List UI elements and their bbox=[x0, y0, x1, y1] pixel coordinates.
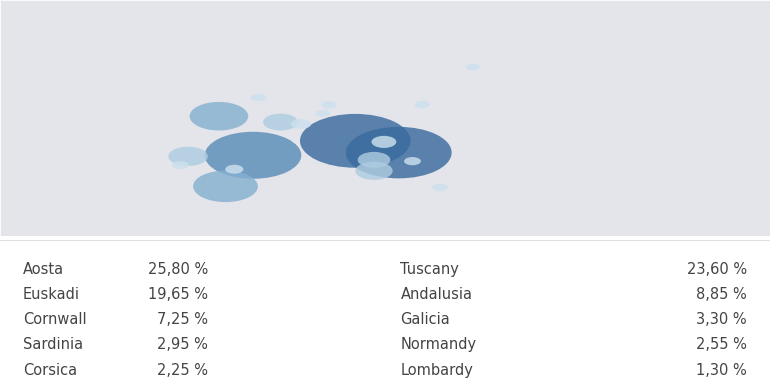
Circle shape bbox=[466, 63, 480, 70]
Circle shape bbox=[263, 114, 298, 131]
Text: 2,95 %: 2,95 % bbox=[157, 337, 208, 352]
Text: 3,30 %: 3,30 % bbox=[696, 312, 747, 327]
Text: 8,85 %: 8,85 % bbox=[696, 287, 747, 302]
Circle shape bbox=[193, 171, 258, 202]
Circle shape bbox=[371, 136, 397, 148]
Circle shape bbox=[321, 101, 336, 109]
Circle shape bbox=[251, 94, 266, 101]
Circle shape bbox=[404, 157, 421, 165]
Text: 19,65 %: 19,65 % bbox=[148, 287, 208, 302]
Circle shape bbox=[432, 184, 447, 191]
Circle shape bbox=[357, 152, 390, 168]
Text: Cornwall: Cornwall bbox=[23, 312, 87, 327]
Text: 2,55 %: 2,55 % bbox=[696, 337, 747, 352]
Text: Lombardy: Lombardy bbox=[400, 363, 474, 378]
Circle shape bbox=[205, 132, 301, 179]
Text: 2,25 %: 2,25 % bbox=[157, 363, 208, 378]
Circle shape bbox=[225, 165, 243, 174]
Text: 7,25 %: 7,25 % bbox=[157, 312, 208, 327]
Circle shape bbox=[346, 127, 452, 178]
Text: Tuscany: Tuscany bbox=[400, 261, 459, 277]
Text: Euskadi: Euskadi bbox=[23, 287, 80, 302]
Text: 23,60 %: 23,60 % bbox=[687, 261, 747, 277]
Text: Galicia: Galicia bbox=[400, 312, 450, 327]
Circle shape bbox=[172, 161, 189, 169]
Text: Corsica: Corsica bbox=[23, 363, 77, 378]
Circle shape bbox=[189, 102, 248, 130]
Text: Andalusia: Andalusia bbox=[400, 287, 473, 302]
Circle shape bbox=[169, 147, 208, 166]
Circle shape bbox=[290, 119, 311, 129]
Text: Sardinia: Sardinia bbox=[23, 337, 83, 352]
Circle shape bbox=[415, 101, 430, 108]
Circle shape bbox=[355, 162, 393, 180]
Circle shape bbox=[316, 110, 330, 117]
Text: Aosta: Aosta bbox=[23, 261, 64, 277]
Circle shape bbox=[300, 114, 410, 168]
Text: 1,30 %: 1,30 % bbox=[696, 363, 747, 378]
Text: 25,80 %: 25,80 % bbox=[148, 261, 208, 277]
Text: Normandy: Normandy bbox=[400, 337, 477, 352]
